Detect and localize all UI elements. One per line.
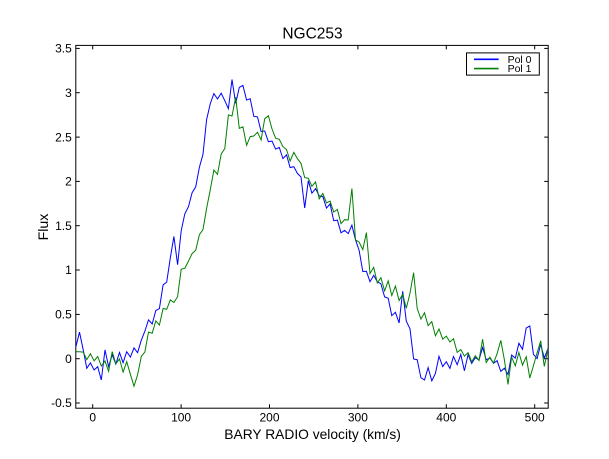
svg-text:Pol 1: Pol 1 — [508, 63, 532, 75]
svg-text:200: 200 — [259, 411, 279, 425]
svg-text:3.5: 3.5 — [55, 42, 72, 56]
svg-text:-0.5: -0.5 — [51, 396, 72, 410]
svg-text:400: 400 — [436, 411, 456, 425]
svg-text:Pol 0: Pol 0 — [508, 54, 532, 66]
svg-text:300: 300 — [348, 411, 368, 425]
svg-text:0: 0 — [65, 352, 72, 366]
svg-text:Flux: Flux — [36, 214, 52, 241]
svg-text:2.5: 2.5 — [55, 130, 72, 144]
svg-text:100: 100 — [171, 411, 191, 425]
svg-text:0: 0 — [89, 411, 96, 425]
svg-text:3: 3 — [65, 86, 72, 100]
svg-text:1: 1 — [65, 263, 72, 277]
svg-text:2: 2 — [65, 175, 72, 189]
svg-text:500: 500 — [525, 411, 545, 425]
svg-text:0.5: 0.5 — [55, 308, 72, 322]
svg-text:BARY RADIO velocity (km/s): BARY RADIO velocity (km/s) — [224, 427, 401, 442]
svg-text:NGC253: NGC253 — [282, 26, 342, 43]
svg-text:1.5: 1.5 — [55, 219, 72, 233]
